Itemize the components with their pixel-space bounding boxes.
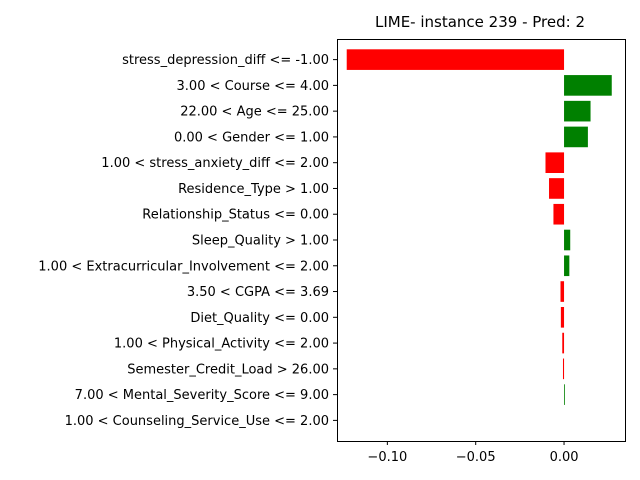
y-tick-label-13: 7.00 < Mental_Severity_Score <= 9.00 [75,388,329,403]
bar-2 [564,100,591,122]
bar-4 [545,152,565,173]
bar-13 [564,384,565,405]
x-tick-label-0: −0.10 [367,450,407,465]
y-tick-label-11: 1.00 < Physical_Activity <= 2.00 [114,337,329,352]
y-tick-label-14: 1.00 < Counseling_Service_Use <= 2.00 [65,414,329,429]
y-tick-label-12: Semester_Credit_Load > 26.00 [127,362,329,377]
y-axis-ticks: stress_depression_diff <= -1.00 3.00 < Co… [38,53,337,429]
bar-1 [564,75,612,96]
y-tick-label-7: Sleep_Quality > 1.00 [192,234,329,249]
x-axis-ticks: −0.10 −0.05 0.00 [367,441,579,465]
bar-8 [564,255,570,277]
y-tick-label-4: 1.00 < stress_anxiety_diff <= 2.00 [101,156,329,171]
y-tick-label-5: Residence_Type > 1.00 [178,182,329,197]
y-tick-label-8: 1.00 < Extracurricular_Involvement <= 2.… [38,259,329,274]
y-tick-label-2: 22.00 < Age <= 25.00 [180,105,329,120]
bar-5 [549,178,565,199]
x-tick-label-1: −0.05 [456,450,496,465]
y-tick-label-9: 3.50 < CGPA <= 3.69 [187,285,329,300]
bar-10 [560,307,565,328]
plot-frame [337,39,626,442]
bars-group [346,49,612,405]
y-tick-label-0: stress_depression_diff <= -1.00 [122,53,329,68]
x-tick-label-2: 0.00 [550,450,579,465]
bar-9 [560,281,565,302]
bar-7 [564,229,571,251]
bar-11 [562,332,565,354]
y-tick-label-6: Relationship_Status <= 0.00 [142,208,329,223]
y-tick-label-10: Diet_Quality <= 0.00 [190,311,329,326]
y-tick-label-3: 0.00 < Gender <= 1.00 [174,130,329,145]
bar-0 [346,49,565,70]
bar-3 [564,126,588,148]
chart-title: LIME- instance 239 - Pred: 2 [375,13,585,31]
bar-6 [553,203,565,225]
y-tick-label-1: 3.00 < Course <= 4.00 [177,79,329,94]
bar-12 [562,358,565,380]
